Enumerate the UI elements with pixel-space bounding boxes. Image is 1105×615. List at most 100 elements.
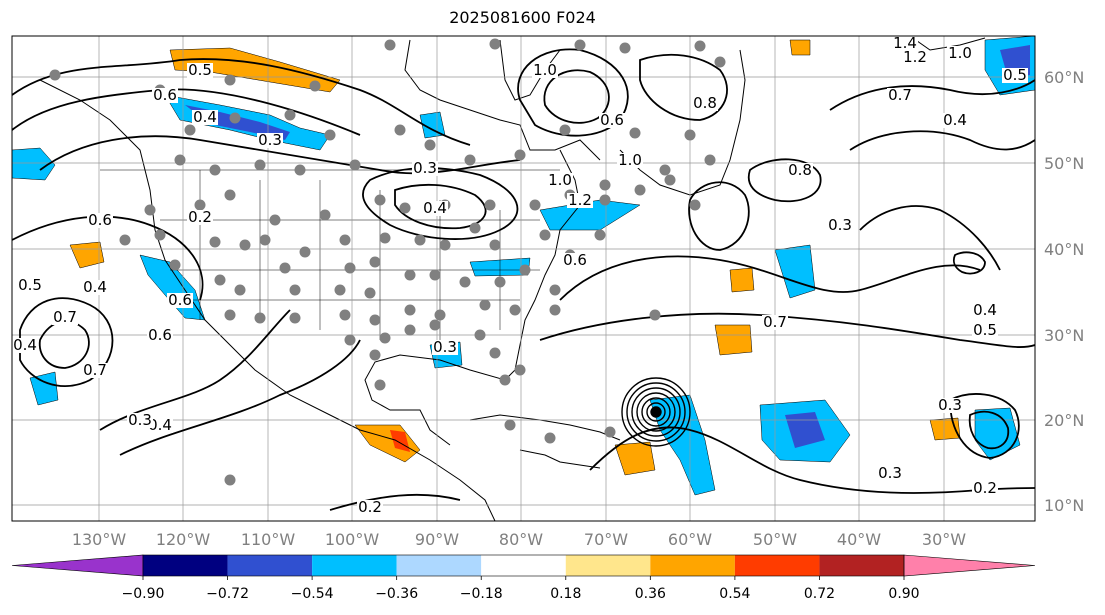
contour-label-bg	[942, 113, 968, 128]
station-dot	[254, 312, 266, 324]
colorbar-segment	[734, 555, 820, 576]
station-dot	[489, 239, 501, 251]
contour-label-bg	[357, 500, 383, 515]
station-dot	[414, 234, 426, 246]
contour-label-bg	[567, 193, 593, 208]
contour-label-bg	[432, 340, 458, 355]
latitude-label: 50°N	[1044, 154, 1084, 173]
contour-label-bg	[167, 293, 193, 308]
orange-shade-pacific	[69, 241, 105, 269]
colorbar-outline	[142, 554, 905, 577]
contour-label: 1.2	[903, 48, 927, 66]
station-dot	[169, 259, 181, 271]
contour-lines	[12, 48, 1035, 511]
station-dot	[234, 284, 246, 296]
contour-label: 0.7	[888, 86, 912, 104]
station-dot	[519, 264, 531, 276]
station-dot	[539, 229, 551, 241]
station-dot	[289, 284, 301, 296]
contour-label-bg	[787, 163, 813, 178]
longitude-label: 100°W	[325, 530, 380, 549]
contour-labels: 0.50.60.40.30.30.40.20.60.5 0.40.70.60.40…	[12, 34, 1028, 516]
contour-label: 0.3	[258, 131, 282, 149]
station-dot	[224, 189, 236, 201]
latitude-label: 60°N	[1044, 68, 1084, 87]
station-dot	[49, 69, 61, 81]
station-dot	[659, 164, 671, 176]
contour-label: 1.2	[568, 191, 592, 209]
station-dot	[404, 269, 416, 281]
contour-label: 1.0	[948, 44, 972, 62]
colorbar-extend-high	[903, 554, 1036, 577]
station-dot	[464, 154, 476, 166]
contour-label: 0.7	[83, 361, 107, 379]
station-dot	[599, 179, 611, 191]
station-dot	[184, 124, 196, 136]
contour-label: 0.2	[358, 498, 382, 516]
contour-label: 0.8	[788, 161, 812, 179]
station-dot	[494, 276, 506, 288]
colorbar-tick-label: 0.90	[888, 586, 919, 602]
station-dot	[704, 154, 716, 166]
contour-label-bg	[599, 113, 625, 128]
station-dot	[424, 139, 436, 151]
station-dot	[429, 319, 441, 331]
colorbar-tick-label: 0.72	[804, 586, 835, 602]
contour-label-bg	[877, 466, 903, 481]
contour-label-bg	[562, 253, 588, 268]
contour-label-bg	[87, 213, 113, 228]
orange-shade-atlantic-mid	[714, 324, 753, 356]
contour-label: 0.6	[600, 111, 624, 129]
contour-label: 0.7	[763, 313, 787, 331]
contour-label: 0.5	[188, 61, 212, 79]
latitude-label: 40°N	[1044, 240, 1084, 259]
station-dot	[384, 39, 396, 51]
station-dot	[619, 42, 631, 54]
station-dot	[499, 374, 511, 386]
contour-label: 0.4	[193, 108, 217, 126]
contour-label: 1.4	[893, 34, 917, 52]
contour-label-bg	[902, 50, 928, 65]
station-dot	[629, 127, 641, 139]
contour-label-bg	[762, 315, 788, 330]
contour-label-bg	[972, 481, 998, 496]
contour-label-bg	[1002, 68, 1028, 83]
station-dot	[334, 284, 346, 296]
colorbar-segment	[227, 555, 313, 576]
contour-label-bg	[12, 338, 38, 353]
colorbar-segment	[650, 555, 735, 576]
station-dot	[279, 262, 291, 274]
contour-label: 0.6	[563, 251, 587, 269]
station-dot	[224, 474, 236, 486]
colorbar-tick-label: −0.36	[375, 586, 418, 602]
station-dot	[224, 309, 236, 321]
colorbar-tick-label: 0.54	[719, 586, 750, 602]
contour-label: 0.8	[693, 94, 717, 112]
colorbar-segment	[481, 555, 566, 576]
red-shade-mexico	[390, 430, 410, 452]
contour-label-bg	[82, 363, 108, 378]
longitude-label: 80°W	[499, 530, 543, 549]
longitude-label: 50°W	[753, 530, 797, 549]
station-dot	[369, 256, 381, 268]
longitude-label: 90°W	[415, 530, 459, 549]
contour-label-bg	[82, 280, 108, 295]
contour-label: 0.5	[973, 321, 997, 339]
station-dot	[544, 432, 556, 444]
station-dot	[474, 329, 486, 341]
station-dot	[434, 309, 446, 321]
station-dot	[339, 234, 351, 246]
contour-label: 0.4	[83, 278, 107, 296]
contour-label: 0.3	[938, 396, 962, 414]
colorbar-extend-low	[11, 554, 144, 577]
station-dot	[154, 229, 166, 241]
station-dot	[694, 40, 706, 52]
longitude-label: 120°W	[156, 530, 211, 549]
station-dot	[349, 159, 361, 171]
station-dot	[174, 154, 186, 166]
station-dot	[689, 199, 701, 211]
station-dot	[229, 112, 241, 124]
contour-label-bg	[617, 153, 643, 168]
contour-label-bg	[187, 63, 213, 78]
